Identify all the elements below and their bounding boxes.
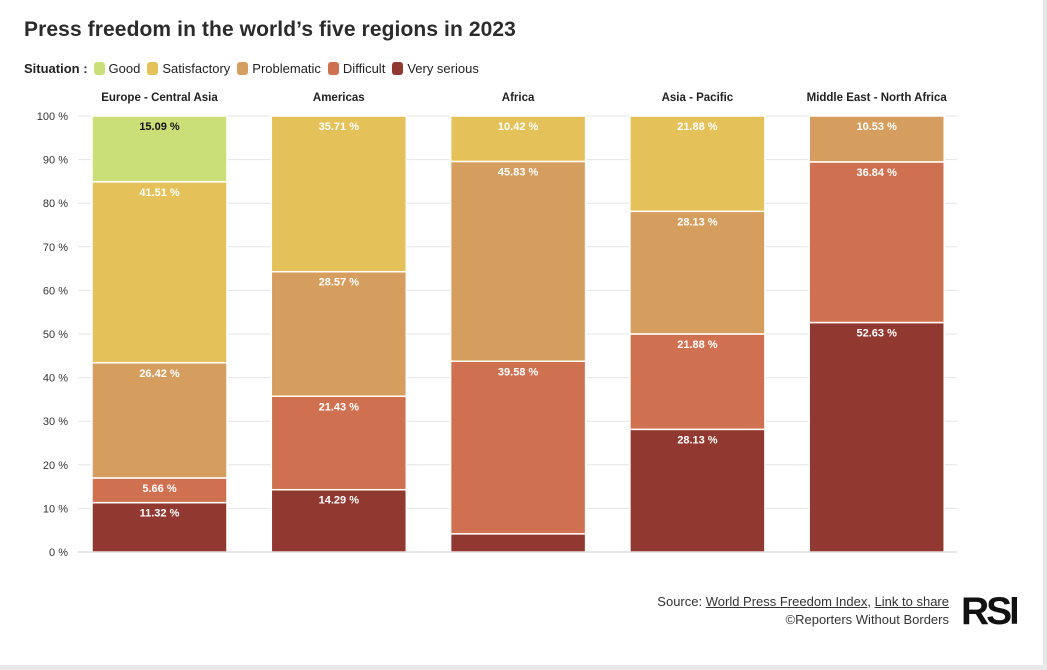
bar-segment-difficult bbox=[270, 395, 408, 491]
bar-segment-very-serious bbox=[270, 488, 408, 553]
stacked-bar-chart: 0 % 10 % 20 % 30 % 40 % 50 % 60 % 70 % 80 % 90 % 1… bbox=[37, 92, 957, 559]
world-press-freedom-index-link[interactable]: World Press Freedom Index bbox=[705, 594, 868, 609]
bar-segment-problematic bbox=[270, 270, 408, 398]
link-to-share-link[interactable]: Link to share bbox=[874, 594, 949, 609]
y-tick-label: 80 % bbox=[43, 198, 68, 210]
legend: Situation : Good Satisfactory Problemati… bbox=[24, 59, 486, 77]
data-label-satisfactory: 10.42 % bbox=[498, 121, 539, 133]
bar-segment-difficult bbox=[808, 161, 945, 324]
bar-segment-satisfactory bbox=[629, 115, 766, 213]
data-label-very-serious: 14.29 % bbox=[319, 495, 360, 507]
y-tick-label: 70 % bbox=[43, 242, 68, 254]
data-label-difficult: 21.43 % bbox=[319, 401, 360, 413]
legend-swatch-good bbox=[93, 61, 105, 75]
bar-segment-problematic bbox=[808, 115, 945, 163]
legend-label: Situation : bbox=[24, 60, 88, 76]
source-line: Source: World Press Freedom Index, Link … bbox=[657, 593, 949, 611]
y-tick-label: 50 % bbox=[43, 329, 68, 341]
copyright-text: ©Reporters Without Borders bbox=[785, 612, 949, 627]
data-label-good: 15.09 % bbox=[139, 121, 180, 133]
legend-swatch-very-serious bbox=[392, 61, 404, 75]
data-label-difficult: 39.58 % bbox=[498, 366, 539, 378]
data-label-satisfactory: 41.51 % bbox=[139, 187, 180, 199]
chart-title: Press freedom in the world’s five region… bbox=[24, 18, 516, 41]
y-tick-label: 90 % bbox=[43, 155, 68, 167]
y-tick-label: 0 % bbox=[49, 547, 68, 559]
source-separator: , bbox=[867, 594, 875, 609]
data-label-difficult: 36.84 % bbox=[857, 167, 898, 179]
category-label: Middle East - North Africa bbox=[807, 92, 948, 104]
legend-item-problematic[interactable]: Problematic bbox=[237, 61, 321, 76]
legend-item-satisfactory[interactable]: Satisfactory bbox=[147, 61, 230, 76]
bar-segment-problematic bbox=[629, 210, 766, 335]
bar-segment-very-serious bbox=[629, 428, 766, 553]
bar-segment-satisfactory bbox=[449, 115, 587, 163]
y-tick-label: 10 % bbox=[43, 503, 68, 515]
y-tick-label: 30 % bbox=[43, 416, 68, 428]
data-label-very-serious: 28.13 % bbox=[677, 434, 718, 446]
bar-segment-very-serious bbox=[91, 501, 228, 553]
category-label: Asia - Pacific bbox=[662, 92, 734, 104]
legend-swatch-problematic bbox=[237, 61, 249, 75]
rsf-logo[interactable]: RSF bbox=[961, 588, 1017, 628]
legend-text-very-serious: Very serious bbox=[407, 60, 479, 76]
category-label: Africa bbox=[502, 92, 535, 104]
legend-item-difficult[interactable]: Difficult bbox=[327, 60, 386, 76]
data-label-satisfactory: 21.88 % bbox=[677, 121, 718, 133]
legend-item-very-serious[interactable]: Very serious bbox=[392, 61, 479, 76]
bar-segment-satisfactory bbox=[91, 181, 228, 364]
bar-segment-difficult bbox=[629, 333, 766, 431]
bar-segment-very-serious bbox=[808, 321, 945, 553]
bar-segment-problematic bbox=[449, 160, 587, 362]
legend-text-difficult: Difficult bbox=[342, 60, 386, 76]
data-label-very-serious: 52.63 % bbox=[857, 328, 898, 340]
bar-segment-very-serious bbox=[449, 533, 587, 553]
legend-swatch-satisfactory bbox=[147, 61, 159, 75]
data-label-problematic: 10.53 % bbox=[857, 121, 898, 133]
source-note: Source: World Press Freedom Index, Link … bbox=[657, 593, 949, 629]
data-label-very-serious: 11.32 % bbox=[140, 508, 180, 520]
bar-segment-difficult bbox=[449, 360, 587, 535]
data-label-problematic: 26.42 % bbox=[139, 368, 180, 380]
legend-text-good: Good bbox=[108, 60, 141, 76]
data-label-satisfactory: 35.71 % bbox=[319, 121, 360, 133]
data-label-problematic: 45.83 % bbox=[498, 166, 539, 178]
category-label: Americas bbox=[313, 92, 365, 104]
y-tick-label: 60 % bbox=[43, 285, 68, 297]
legend-item-good[interactable]: Good bbox=[93, 60, 141, 76]
data-label-difficult: 5.66 % bbox=[142, 483, 176, 495]
legend-text-satisfactory: Satisfactory bbox=[162, 60, 231, 76]
data-label-problematic: 28.13 % bbox=[677, 216, 718, 228]
data-label-difficult: 21.88 % bbox=[677, 339, 718, 351]
y-tick-label: 100 % bbox=[37, 111, 68, 123]
y-tick-label: 40 % bbox=[43, 373, 68, 385]
bar-segment-satisfactory bbox=[270, 115, 408, 273]
bar-segment-difficult bbox=[91, 477, 228, 504]
bar-segment-good bbox=[91, 115, 228, 183]
legend-swatch-difficult bbox=[327, 61, 339, 75]
y-tick-label: 20 % bbox=[43, 460, 68, 472]
data-label-problematic: 28.57 % bbox=[319, 277, 360, 289]
source-prefix: Source: bbox=[657, 594, 706, 609]
bar-segment-problematic bbox=[91, 362, 228, 479]
legend-text-problematic: Problematic bbox=[252, 60, 321, 76]
rsf-logo-text: RSF bbox=[961, 590, 1017, 628]
category-label: Europe - Central Asia bbox=[101, 92, 218, 104]
